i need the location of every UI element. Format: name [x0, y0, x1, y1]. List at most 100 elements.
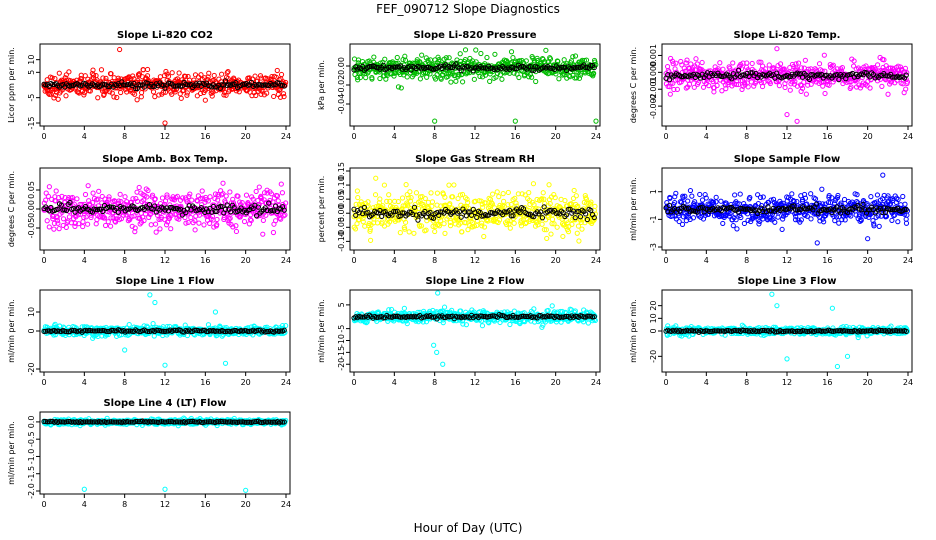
data-point — [760, 63, 766, 69]
data-point — [885, 91, 891, 97]
data-point — [838, 200, 844, 206]
points-group — [663, 46, 911, 124]
data-point — [88, 214, 94, 221]
data-point — [252, 73, 258, 79]
data-point — [69, 194, 76, 201]
data-point — [679, 62, 685, 68]
median-point — [361, 204, 367, 211]
median-point — [264, 207, 270, 213]
median-point — [665, 72, 671, 78]
y-axis-label: ml/min per min. — [7, 299, 16, 363]
median-point — [591, 64, 597, 71]
data-point — [505, 189, 511, 196]
data-point — [138, 94, 144, 100]
data-point — [876, 223, 882, 229]
data-point — [695, 79, 702, 86]
data-point — [808, 216, 814, 222]
outlier-point — [794, 118, 800, 124]
data-point — [730, 60, 736, 66]
data-point — [834, 66, 840, 72]
data-point — [518, 220, 524, 226]
data-point — [55, 220, 61, 226]
data-point — [168, 226, 174, 232]
data-point — [780, 216, 786, 222]
data-point — [145, 187, 151, 194]
data-point — [770, 196, 777, 202]
points-group — [351, 175, 598, 244]
data-point — [494, 70, 501, 76]
data-point — [90, 190, 96, 196]
outlier-point — [865, 236, 871, 242]
x-tick-label: 16 — [200, 378, 210, 387]
panel-title: Slope Gas Stream RH — [415, 154, 535, 165]
median-point — [152, 203, 158, 209]
data-point — [583, 57, 590, 63]
data-point — [559, 216, 565, 222]
data-point — [682, 193, 688, 199]
y-tick-label: -5 — [27, 94, 36, 102]
x-tick-label: 12 — [160, 132, 170, 141]
data-point — [149, 192, 156, 198]
data-point — [553, 71, 559, 77]
data-point — [80, 223, 86, 230]
data-point — [516, 74, 522, 81]
data-point — [561, 57, 567, 63]
median-point — [254, 213, 260, 219]
data-point — [83, 214, 89, 220]
median-point — [479, 65, 485, 71]
data-point — [237, 214, 243, 220]
data-point — [756, 59, 762, 65]
data-point — [440, 72, 446, 78]
data-point — [54, 215, 60, 221]
data-point — [247, 216, 253, 223]
panel-4: Slope Amb. Box Temp.0 4 8 12 16 20 24-0.050.00… — [7, 154, 291, 265]
median-point — [196, 328, 203, 334]
plot-frame — [349, 289, 601, 373]
data-point — [572, 53, 579, 59]
data-point — [547, 201, 553, 207]
data-point — [223, 92, 229, 98]
data-point — [106, 196, 112, 202]
median-point — [736, 67, 742, 73]
data-point — [281, 213, 287, 219]
data-point — [530, 181, 537, 187]
data-point — [457, 192, 463, 198]
data-point — [499, 203, 505, 209]
median-point — [565, 206, 571, 212]
data-point — [263, 212, 269, 218]
median-point — [141, 84, 147, 90]
x-tick-label: 0 — [351, 132, 356, 141]
median-point — [865, 207, 871, 213]
outlier-point — [162, 120, 168, 126]
data-point — [672, 194, 678, 200]
data-point — [278, 181, 284, 187]
outlier-point — [432, 118, 438, 124]
data-point — [169, 70, 175, 76]
data-point — [744, 60, 750, 66]
median-point — [56, 328, 63, 334]
data-point — [690, 215, 697, 221]
data-point — [387, 198, 393, 204]
data-point — [674, 86, 680, 93]
median-point — [888, 207, 894, 213]
data-point — [176, 216, 182, 222]
outlier-point — [202, 97, 208, 103]
data-point — [174, 193, 181, 200]
median-point — [889, 74, 896, 80]
data-point — [539, 221, 545, 227]
data-point — [588, 199, 594, 205]
data-point — [836, 220, 842, 226]
data-point — [769, 217, 775, 223]
data-point — [436, 223, 443, 229]
median-point — [666, 202, 673, 209]
median-point — [564, 212, 570, 218]
data-point — [491, 217, 497, 223]
y-tick-label: -0.002 — [649, 93, 658, 119]
data-point — [82, 191, 89, 198]
y-tick-label: -0.05 — [27, 218, 36, 239]
data-point — [211, 72, 217, 79]
data-point — [372, 192, 379, 198]
data-point — [782, 84, 788, 91]
data-point — [199, 202, 205, 208]
